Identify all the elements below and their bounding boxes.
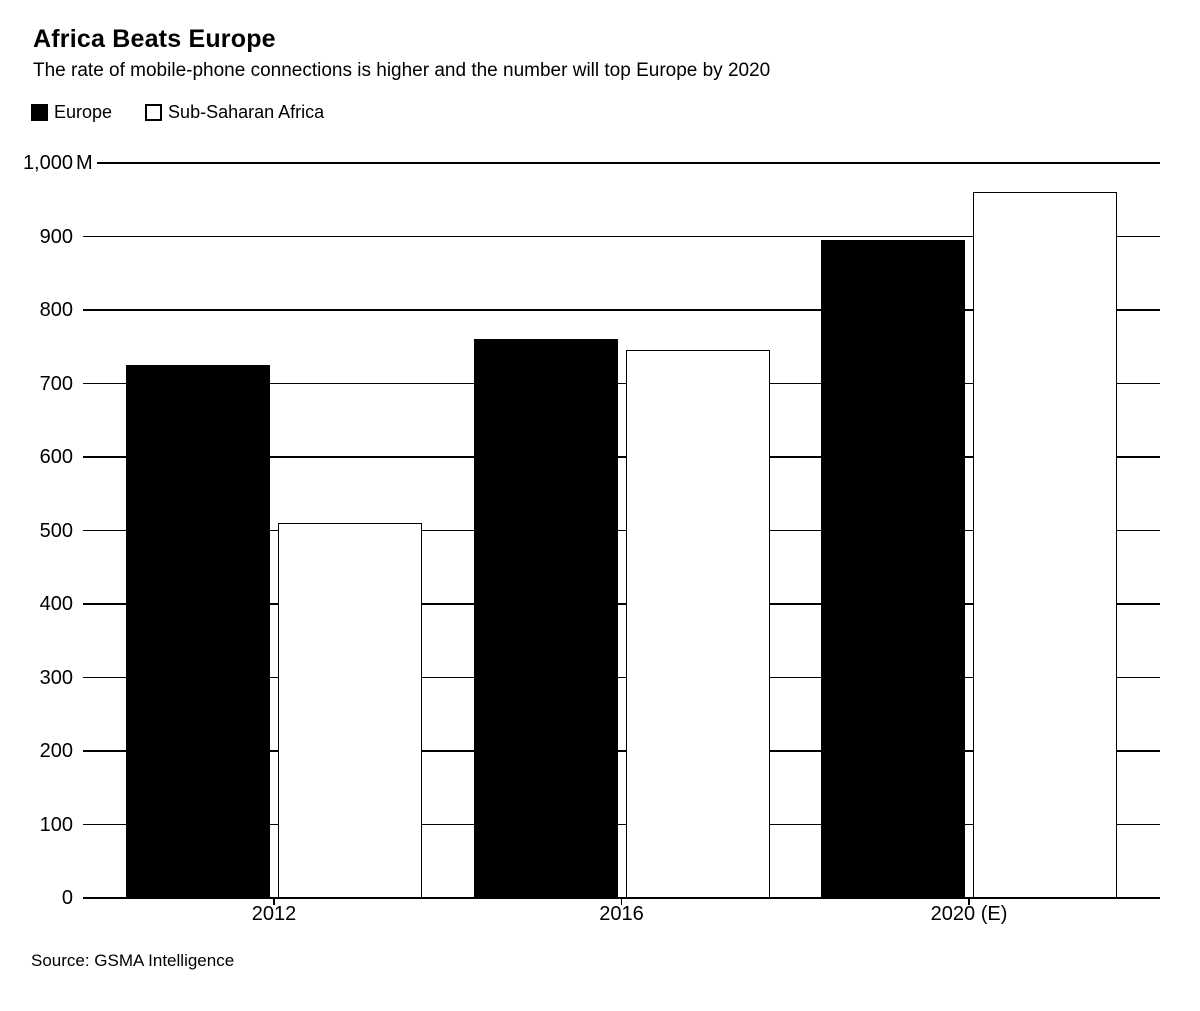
y-axis-tick-label-700: 700 [39, 372, 73, 395]
x-axis-tick-2020-e [968, 898, 970, 905]
legend-item-europe: Europe [31, 102, 112, 122]
bar-europe-2012 [126, 365, 270, 898]
source-note: Source: GSMA Intelligence [31, 951, 235, 970]
bar-sub-saharan-africa-2020-e [973, 192, 1117, 898]
y-axis-tick-label-400: 400 [39, 593, 73, 615]
y-axis-tick-label-900: 900 [39, 225, 73, 248]
y-axis-tick-label-500: 500 [39, 519, 73, 542]
y-axis-tick-label-1000: 1,000 M [22, 152, 93, 174]
chart-title: Africa Beats Europe [33, 25, 276, 53]
chart-subtitle: The rate of mobile-phone connections is … [33, 60, 771, 81]
gridline-700 [83, 382, 1160, 385]
gridline-100 [83, 823, 1160, 826]
legend-label-europe: Europe [54, 102, 113, 122]
gridline-0 [83, 897, 1160, 899]
legend-swatch-europe [31, 103, 48, 121]
y-axis-tick-label-600: 600 [39, 446, 73, 468]
y-axis-tick-label-200: 200 [39, 740, 73, 762]
bar-europe-2016 [473, 339, 618, 898]
gridline-500 [83, 529, 1160, 532]
gridline-900 [83, 235, 1160, 238]
x-axis-tick-label-2012: 2012 [251, 903, 297, 925]
y-axis-tick-label-300: 300 [39, 666, 73, 689]
y-axis-tick-label-800: 800 [39, 299, 73, 321]
bar-europe-2020-e [821, 240, 965, 898]
bar-sub-saharan-africa-2012 [278, 523, 422, 898]
y-axis-tick-label-0: 0 [61, 887, 73, 909]
y-axis-unit: M [76, 152, 93, 174]
gridline-400 [83, 603, 1160, 605]
legend-item-sub-saharan-africa: Sub-Saharan Africa [145, 102, 324, 122]
x-axis-tick-2016 [620, 898, 623, 905]
legend-label-sub-saharan-africa: Sub-Saharan Africa [168, 102, 325, 122]
gridline-1000 [97, 162, 1160, 164]
legend: Europe Sub-Saharan Africa [31, 102, 324, 122]
bar-sub-saharan-africa-2016 [625, 350, 770, 898]
legend-swatch-sub-saharan-africa [145, 103, 163, 121]
x-axis-tick-2012 [273, 898, 275, 905]
gridline-600 [83, 456, 1160, 458]
gridline-800 [83, 309, 1160, 311]
x-axis-tick-label-2016: 2016 [599, 903, 644, 925]
gridline-200 [83, 750, 1160, 752]
y-axis-tick-label-100: 100 [39, 813, 73, 836]
gridline-300 [83, 676, 1160, 679]
x-axis-tick-label-2020-e: 2020 (E) [930, 903, 1008, 925]
